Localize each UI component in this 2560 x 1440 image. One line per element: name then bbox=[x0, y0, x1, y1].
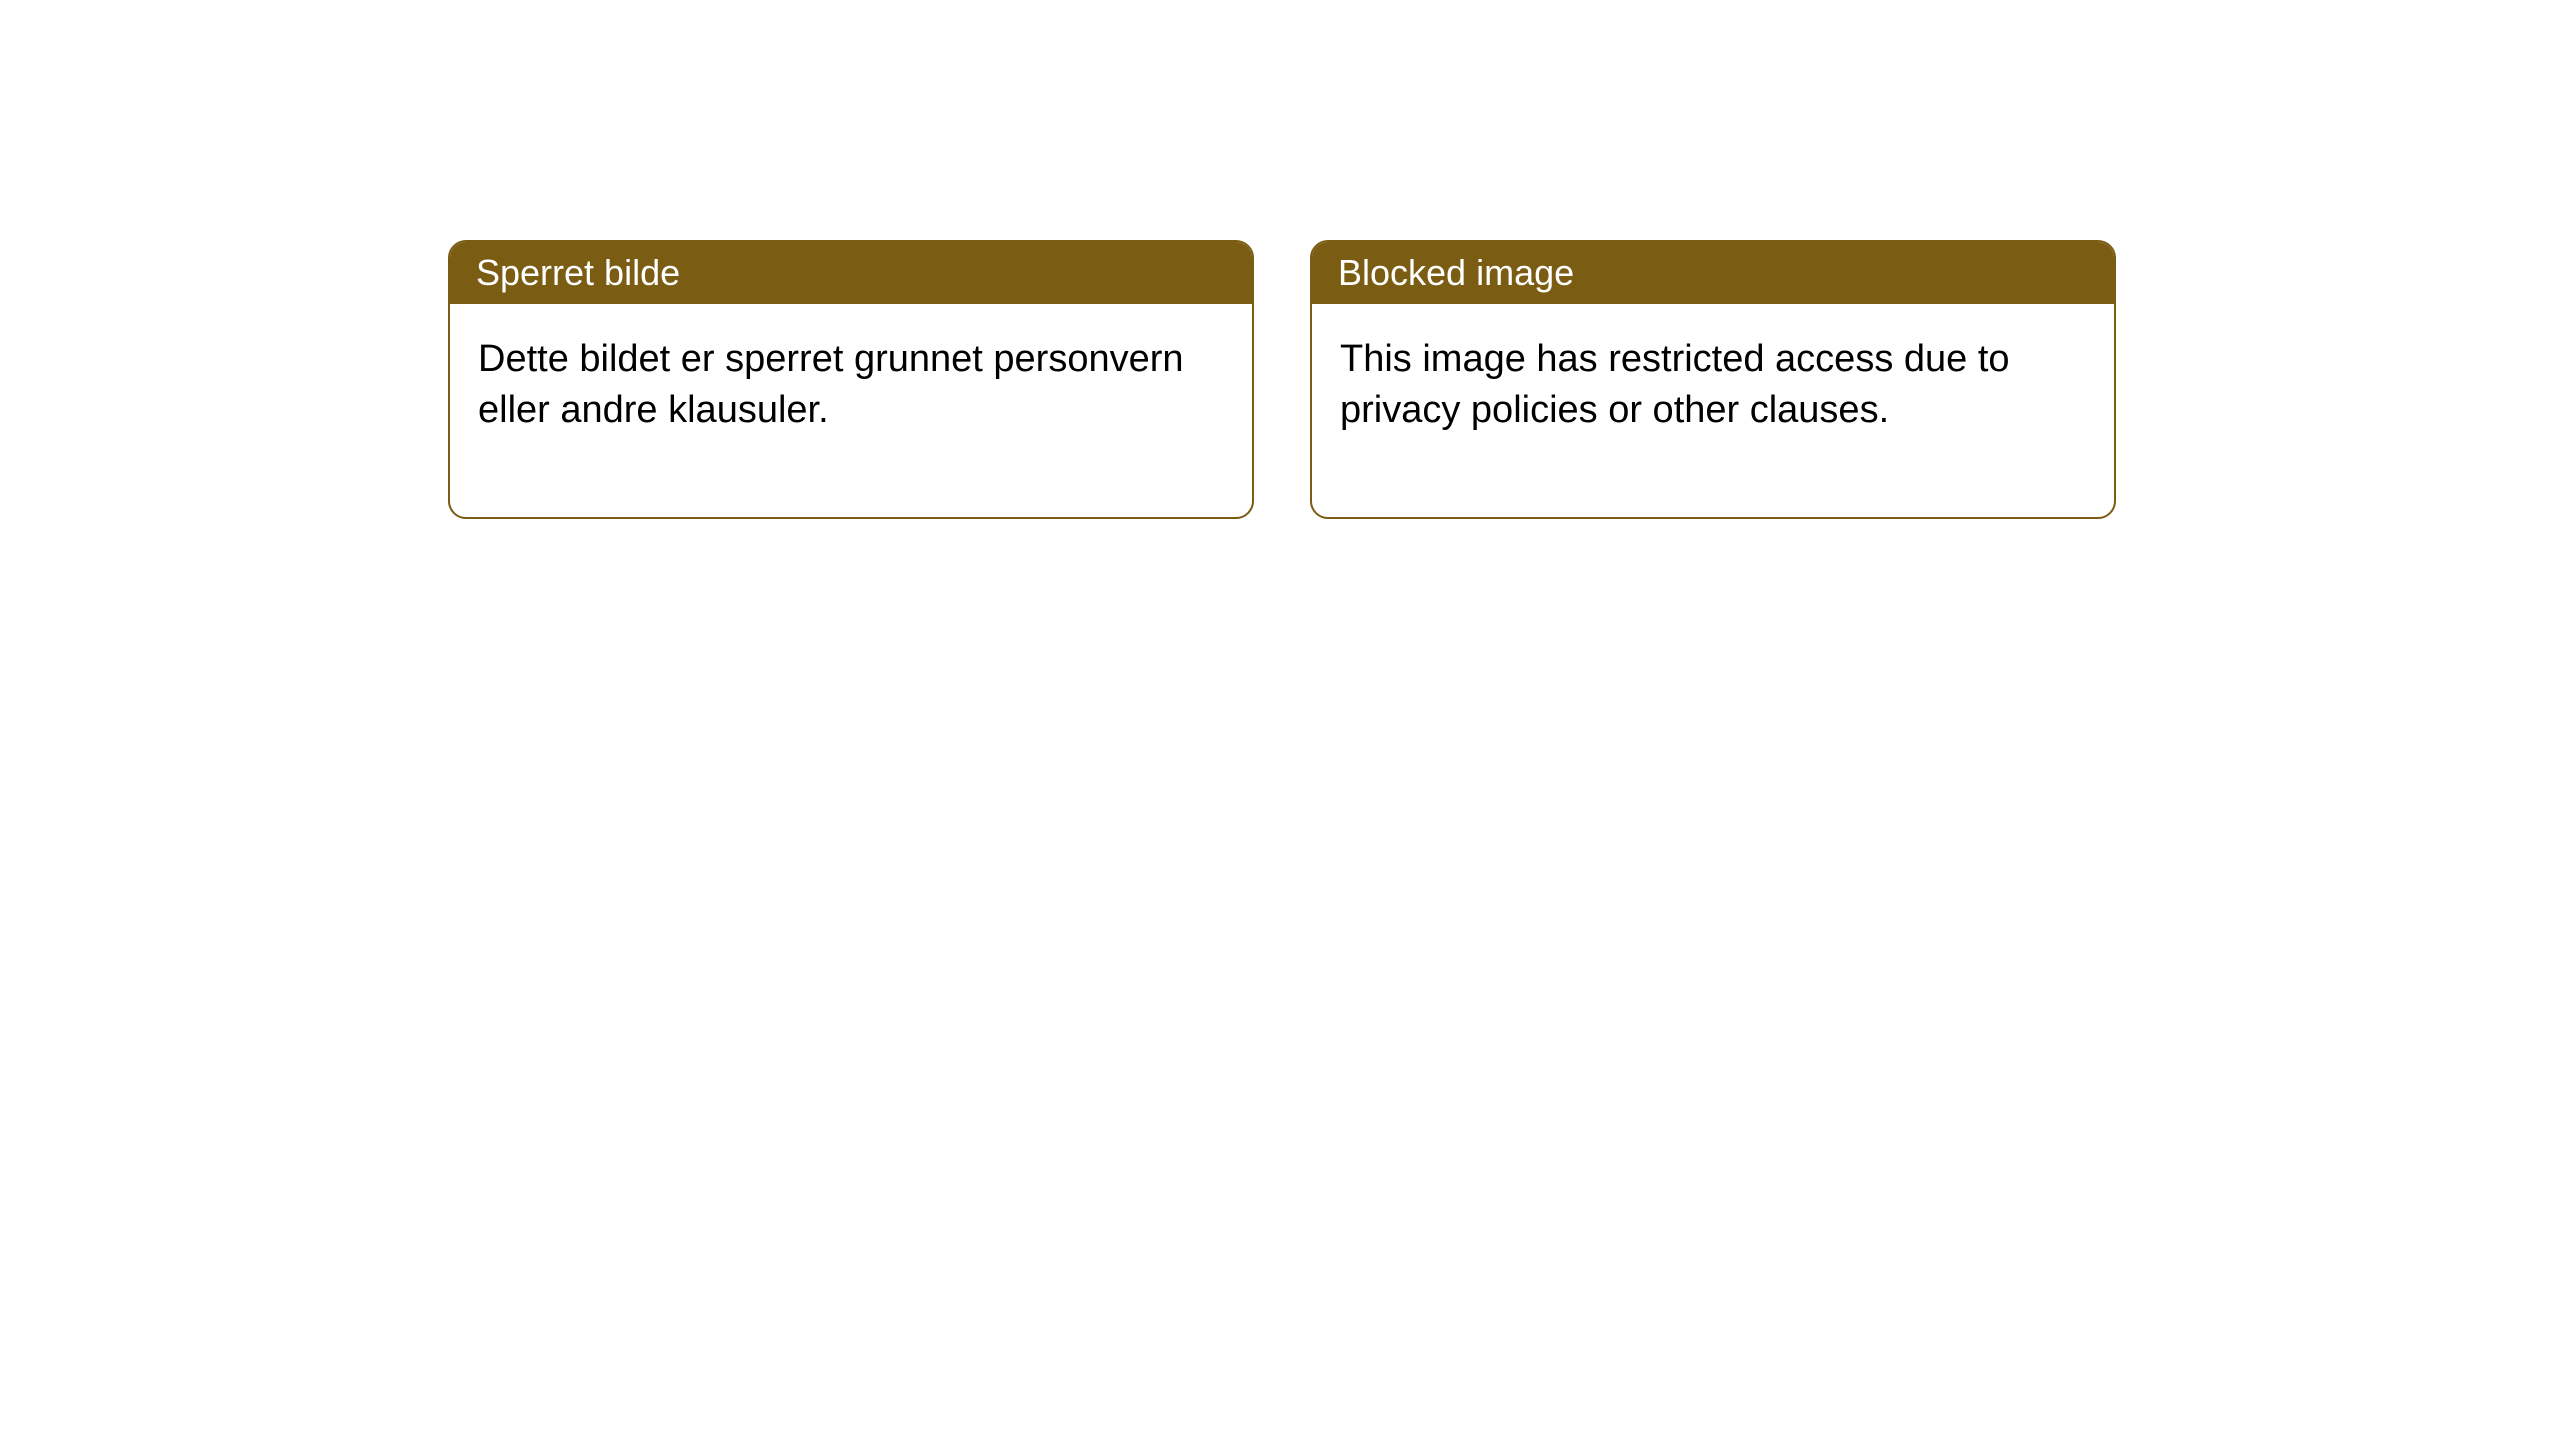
blocked-image-card-english: Blocked image This image has restricted … bbox=[1310, 240, 2116, 519]
card-header: Blocked image bbox=[1312, 242, 2114, 304]
card-header: Sperret bilde bbox=[450, 242, 1252, 304]
blocked-image-card-norwegian: Sperret bilde Dette bildet er sperret gr… bbox=[448, 240, 1254, 519]
card-header-text: Sperret bilde bbox=[476, 252, 680, 293]
card-body: Dette bildet er sperret grunnet personve… bbox=[450, 304, 1252, 517]
card-body-text: Dette bildet er sperret grunnet personve… bbox=[478, 338, 1184, 431]
card-header-text: Blocked image bbox=[1338, 252, 1574, 293]
notice-container: Sperret bilde Dette bildet er sperret gr… bbox=[0, 0, 2560, 519]
card-body-text: This image has restricted access due to … bbox=[1340, 338, 2010, 431]
card-body: This image has restricted access due to … bbox=[1312, 304, 2114, 517]
